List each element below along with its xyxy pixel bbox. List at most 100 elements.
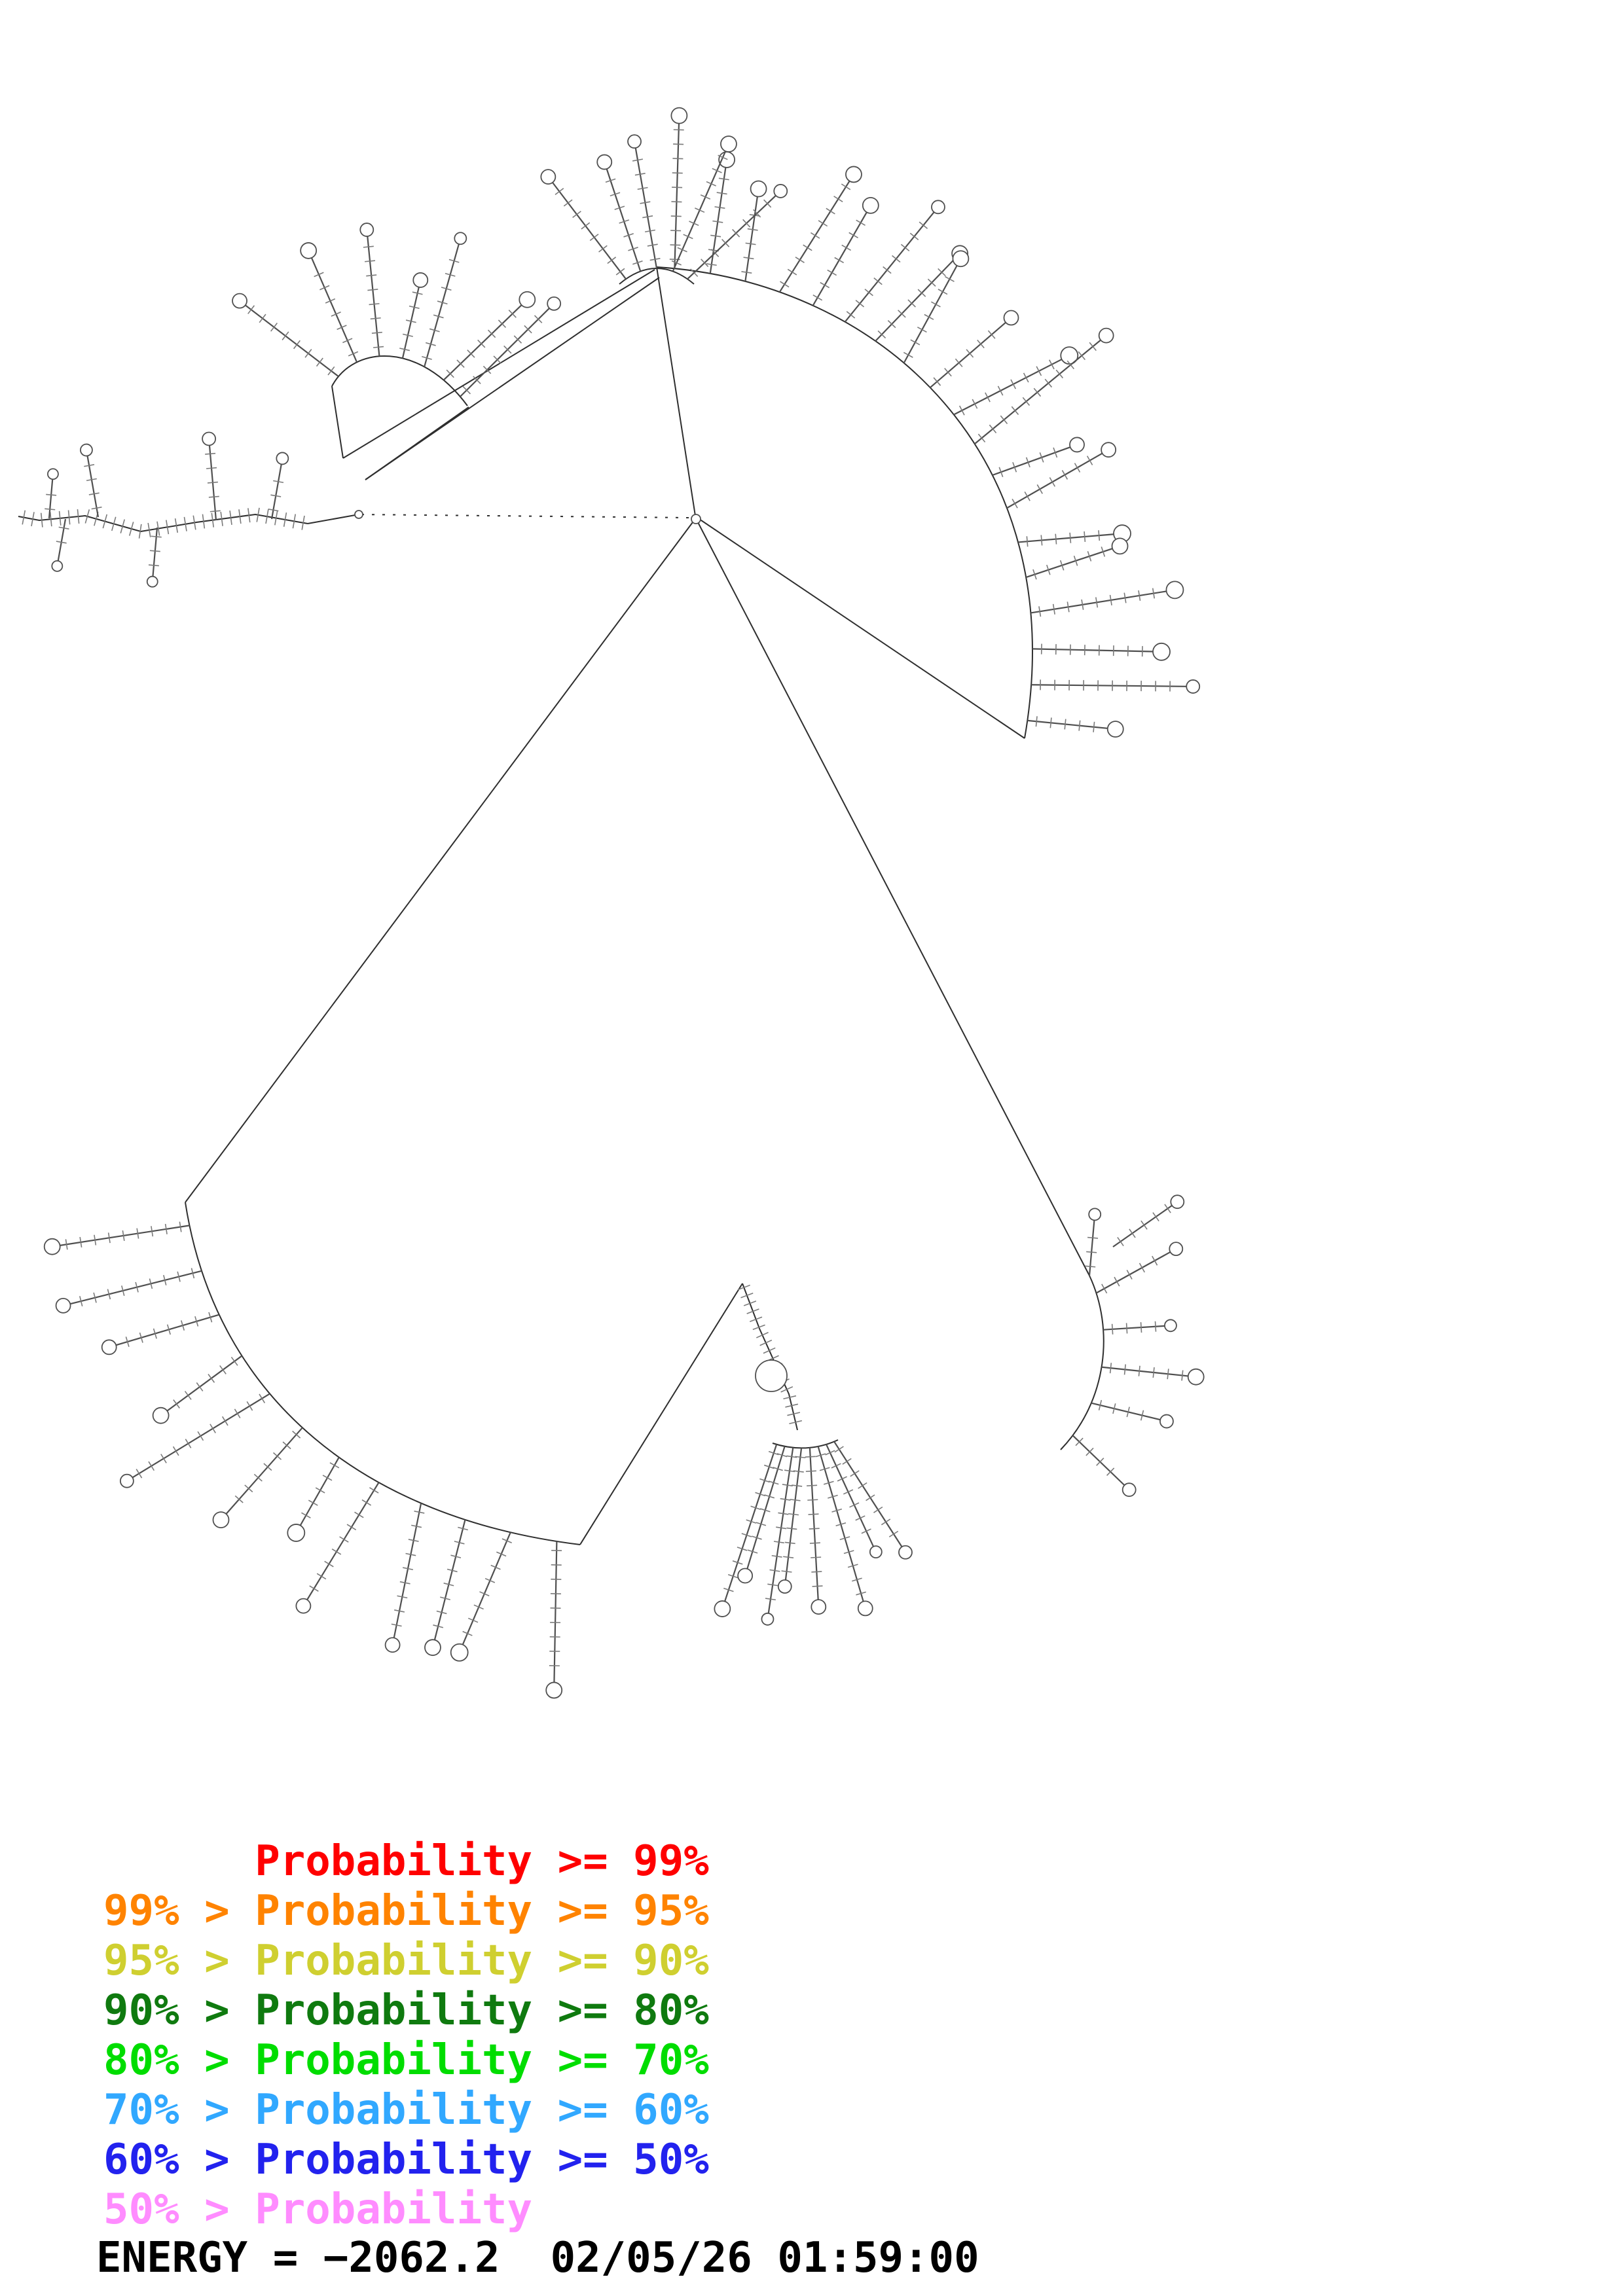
basepair-tick — [919, 221, 928, 229]
basepair-tick — [842, 1458, 852, 1465]
basepair-tick — [181, 1320, 185, 1331]
basepair-tick — [861, 1528, 871, 1534]
hairpin-loop — [1187, 1368, 1205, 1386]
basepair-tick — [1052, 603, 1055, 615]
loop-circle — [354, 510, 363, 519]
basepair-tick — [839, 1536, 850, 1541]
hairpin-loop — [212, 1511, 230, 1529]
basepair-tick — [473, 376, 481, 384]
basepair-tick — [238, 509, 242, 524]
basepair-tick — [795, 257, 805, 264]
basepair-tick — [1046, 564, 1051, 575]
hairpin-loop — [1003, 310, 1019, 326]
basepair-tick — [831, 1463, 841, 1469]
backbone-line — [185, 522, 693, 1203]
hairpin-loop — [384, 1637, 401, 1653]
backbone-lines — [185, 266, 1090, 1545]
basepair-tick — [924, 314, 934, 320]
stem-line — [310, 257, 358, 363]
basepair-tick — [166, 1324, 171, 1335]
basepair-tick — [1109, 1363, 1112, 1374]
basepair-tick — [327, 366, 335, 376]
stem-line — [443, 304, 522, 381]
basepair-tick — [746, 1519, 757, 1524]
backbone-path — [1060, 1275, 1104, 1450]
basepair-tick — [917, 289, 926, 297]
stem-line — [60, 1225, 190, 1246]
stem-line — [552, 182, 627, 279]
hairpin-loop — [773, 184, 788, 198]
basepair-tick — [637, 187, 648, 190]
basepair-tick — [711, 249, 720, 257]
basepair-tick — [503, 345, 512, 354]
stem-line — [746, 1446, 786, 1570]
backbone-path — [185, 1202, 581, 1545]
stem-line — [674, 123, 680, 269]
basepair-tick — [837, 1476, 847, 1482]
basepair-tick — [94, 1234, 97, 1246]
basepair-tick — [718, 177, 729, 181]
basepair-tick — [79, 1296, 83, 1307]
hairpin-loop — [359, 223, 374, 237]
basepair-tick — [721, 239, 730, 247]
basepair-tick — [1181, 1370, 1184, 1381]
basepair-tick — [769, 1569, 780, 1572]
stem-line — [709, 167, 727, 274]
basepair-tick — [268, 509, 279, 512]
basepair-tick — [354, 1511, 364, 1518]
basepair-tick — [810, 232, 820, 239]
basepair-tick — [1154, 1321, 1157, 1332]
hairpin-loop — [287, 1524, 306, 1542]
basepair-tick — [723, 1587, 734, 1592]
basepair-tick — [259, 314, 266, 323]
basepair-tick — [1036, 366, 1042, 376]
basepair-tick — [1106, 1467, 1115, 1477]
basepair-tick — [346, 1524, 357, 1531]
basepair-tick — [740, 1292, 754, 1299]
basepair-tick — [273, 480, 284, 484]
basepair-tick — [79, 1236, 82, 1247]
backbone-line — [699, 518, 1025, 739]
basepair-tick — [737, 1284, 750, 1291]
basepair-tick — [683, 234, 693, 240]
basepair-tick — [122, 1230, 125, 1241]
basepair-tick — [166, 520, 170, 535]
basepair-tick — [183, 516, 187, 531]
basepair-tick — [759, 1508, 771, 1513]
backbone-line — [307, 514, 359, 524]
stem-line — [393, 1503, 422, 1638]
basepair-tick — [121, 1285, 125, 1296]
backbone-path — [772, 1439, 839, 1449]
basepair-tick — [308, 1499, 318, 1506]
hairpin-loop — [152, 1407, 170, 1424]
basepair-tick — [677, 247, 687, 253]
stem-line — [744, 196, 758, 282]
basepair-tick — [966, 349, 974, 358]
basepair-tick — [371, 331, 382, 334]
basepair-tick — [91, 507, 102, 510]
basepair-tick — [177, 1271, 181, 1282]
basepair-tick — [31, 512, 35, 527]
basepair-tick — [160, 1454, 167, 1463]
stem-line — [826, 1444, 875, 1547]
basepair-tick — [750, 1505, 761, 1511]
basepair-tick — [827, 269, 837, 276]
stem-line — [306, 1482, 380, 1600]
basepair-tick — [695, 207, 705, 213]
hairpin-loop — [845, 166, 862, 183]
basepair-tick — [107, 1289, 111, 1300]
basepair-tick — [987, 330, 996, 339]
stem-line — [929, 321, 1006, 388]
basepair-tick — [563, 199, 573, 207]
basepair-tick — [747, 228, 758, 231]
basepair-tick — [1038, 606, 1042, 617]
loop-circles — [354, 510, 788, 1392]
hairpin-loop — [1159, 1414, 1174, 1429]
hairpin-loop — [1152, 642, 1171, 661]
stem-line — [553, 1541, 558, 1683]
hairpin-loop — [1111, 537, 1129, 555]
basepair-tick — [315, 1487, 325, 1494]
basepair-tick — [877, 330, 886, 339]
basepair-tick — [149, 1278, 153, 1289]
basepair-tick — [433, 1624, 444, 1628]
